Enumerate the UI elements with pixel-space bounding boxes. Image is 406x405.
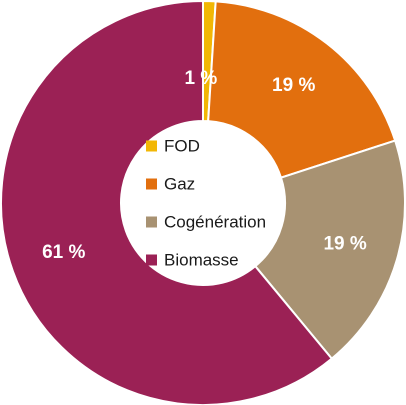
slice-gaz: [207, 0, 397, 179]
legend-label-gaz: Gaz: [164, 174, 195, 193]
legend-label-biomasse: Biomasse: [164, 250, 239, 269]
data-label-cogeneration: 19 %: [323, 233, 366, 254]
data-label-biomasse: 61 %: [42, 242, 85, 263]
slice-cogeneration: [253, 139, 406, 361]
legend-swatch-gaz: [146, 178, 157, 190]
legend-label-cogeneration: Cogénération: [164, 212, 266, 231]
legend: FOD Gaz Cogénération Biomasse: [146, 136, 266, 269]
data-label-gaz: 19 %: [272, 75, 315, 96]
legend-label-fod: FOD: [164, 136, 200, 155]
legend-swatch-fod: [146, 140, 157, 152]
slice-biomasse: [0, 0, 334, 405]
data-labels: 1 % 19 % 19 % 61 %: [42, 68, 367, 263]
data-label-fod: 1 %: [185, 68, 218, 89]
legend-swatch-cogeneration: [146, 216, 157, 228]
legend-swatch-biomasse: [146, 254, 157, 266]
